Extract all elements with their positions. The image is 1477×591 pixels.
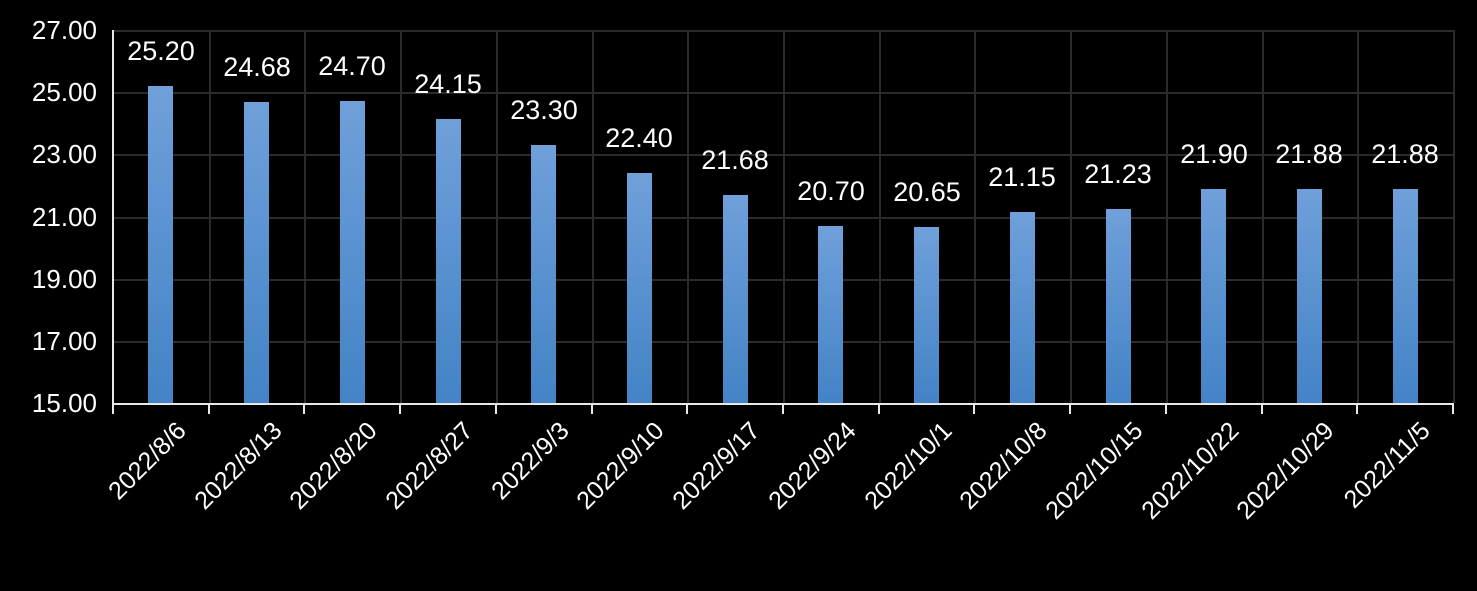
x-tick-label: 2022/10/22	[1136, 416, 1245, 525]
gridline-vertical	[209, 30, 211, 403]
bar	[244, 102, 269, 403]
bar	[1010, 212, 1035, 403]
y-tick-label: 23.00	[31, 139, 97, 169]
gridline-vertical	[592, 30, 594, 403]
gridline-vertical	[1262, 30, 1264, 403]
bar-value-label: 25.20	[127, 36, 195, 66]
bar	[914, 227, 939, 403]
x-axis-tick	[208, 403, 210, 414]
x-tick-label: 2022/8/13	[188, 416, 288, 516]
bar	[1201, 189, 1226, 403]
gridline-vertical	[1070, 30, 1072, 403]
gridline-vertical	[783, 30, 785, 403]
y-axis-line	[112, 30, 114, 403]
bar-value-label: 24.70	[318, 51, 386, 81]
x-axis-tick	[1069, 403, 1071, 414]
x-axis-tick	[686, 403, 688, 414]
y-tick-label: 21.00	[31, 202, 97, 232]
x-axis-tick	[399, 403, 401, 414]
gridline-vertical	[1357, 30, 1359, 403]
x-tick-label: 2022/11/5	[1338, 416, 1436, 514]
gridline-vertical	[974, 30, 976, 403]
bar	[1106, 209, 1131, 403]
x-axis-tick	[591, 403, 593, 414]
gridline-vertical	[687, 30, 689, 403]
bar	[818, 226, 843, 403]
bar-value-label: 20.65	[893, 177, 961, 207]
y-tick-label: 27.00	[31, 15, 97, 45]
x-tick-label: 2022/8/27	[379, 416, 479, 516]
x-tick-label: 2022/10/15	[1040, 416, 1149, 525]
bar-value-label: 22.40	[605, 123, 673, 153]
x-axis-tick	[495, 403, 497, 414]
x-axis-tick	[782, 403, 784, 414]
gridline-vertical	[304, 30, 306, 403]
x-axis-tick	[1261, 403, 1263, 414]
gridline-vertical	[496, 30, 498, 403]
bar-value-label: 21.88	[1371, 139, 1439, 169]
gridline-vertical	[1166, 30, 1168, 403]
x-axis-tick	[1165, 403, 1167, 414]
x-tick-label: 2022/10/8	[953, 416, 1053, 516]
gridline-vertical	[400, 30, 402, 403]
x-tick-label: 2022/10/1	[858, 416, 958, 516]
bar-value-label: 20.70	[797, 176, 865, 206]
x-tick-label: 2022/9/3	[485, 416, 575, 506]
x-axis-tick	[1356, 403, 1358, 414]
x-axis-tick	[973, 403, 975, 414]
x-tick-label: 2022/9/24	[762, 416, 862, 516]
x-axis-tick	[303, 403, 305, 414]
bar	[1393, 189, 1418, 403]
bar-value-label: 21.68	[701, 145, 769, 175]
bar-value-label: 24.68	[223, 52, 291, 82]
x-tick-label: 2022/9/10	[570, 416, 670, 516]
bar-value-label: 21.90	[1180, 139, 1248, 169]
bar	[148, 86, 173, 403]
y-tick-label: 17.00	[31, 326, 97, 356]
x-axis-tick	[112, 403, 114, 414]
bar	[627, 173, 652, 403]
y-tick-label: 19.00	[31, 264, 97, 294]
bar	[436, 119, 461, 403]
bar-value-label: 21.15	[988, 162, 1056, 192]
bar	[1297, 189, 1322, 403]
bar-value-label: 21.88	[1275, 139, 1343, 169]
y-tick-label: 15.00	[31, 388, 97, 418]
bar	[340, 101, 365, 403]
x-axis-tick	[878, 403, 880, 414]
x-tick-label: 2022/10/29	[1231, 416, 1340, 525]
gridline-vertical	[1453, 30, 1455, 403]
bar	[723, 195, 748, 403]
bar	[531, 145, 556, 403]
x-tick-label: 2022/8/6	[102, 416, 192, 506]
y-tick-label: 25.00	[31, 77, 97, 107]
x-axis-tick	[1452, 403, 1454, 414]
gridline-vertical	[879, 30, 881, 403]
x-tick-label: 2022/9/17	[666, 416, 766, 516]
bar-value-label: 23.30	[510, 95, 578, 125]
bar-value-label: 21.23	[1084, 159, 1152, 189]
bar-value-label: 24.15	[414, 69, 482, 99]
x-tick-label: 2022/8/20	[283, 416, 383, 516]
